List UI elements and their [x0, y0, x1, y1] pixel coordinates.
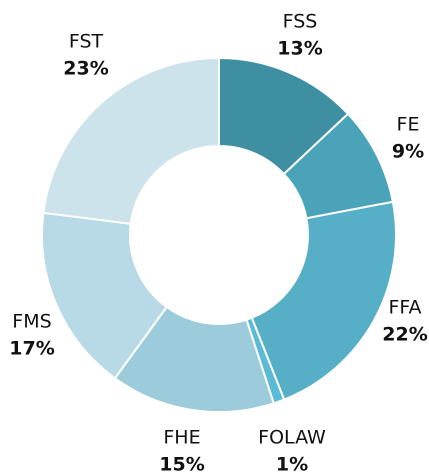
donut-slice [42, 56, 220, 225]
slice-label: FFA [388, 297, 421, 319]
donut-slice [41, 211, 169, 380]
slice-label: FHE [163, 427, 200, 449]
slice-label: FSS [283, 11, 318, 33]
slice-label: FOLAW [258, 427, 326, 449]
slice-value-label: 15% [159, 454, 204, 475]
slice-value-label: 13% [277, 38, 322, 60]
slice-label: FE [397, 114, 420, 136]
slice-value-label: 23% [63, 58, 108, 80]
slice-label: FMS [12, 311, 51, 333]
donut-slice [250, 200, 397, 401]
slice-value-label: 9% [392, 141, 424, 163]
slice-value-label: 22% [382, 324, 427, 346]
donut-slice [113, 305, 275, 413]
slice-value-label: 1% [276, 454, 308, 475]
slice-value-label: 17% [9, 338, 54, 360]
slice-label: FST [69, 31, 104, 53]
